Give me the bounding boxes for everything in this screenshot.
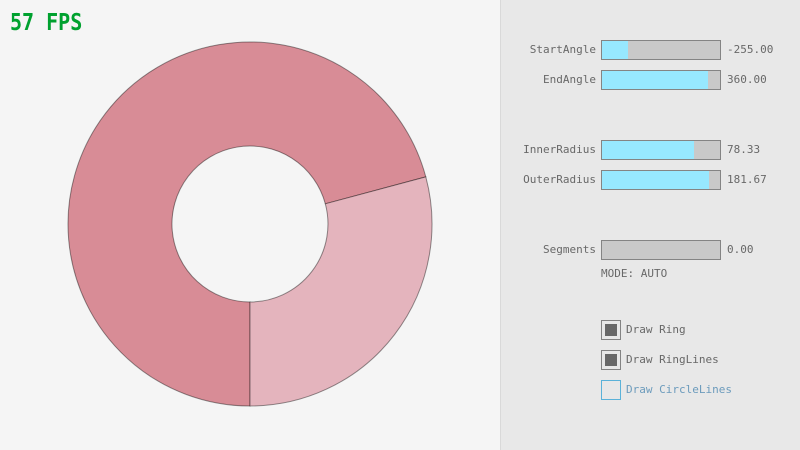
segments-label: Segments bbox=[543, 243, 596, 256]
segments-value: 0.00 bbox=[727, 243, 754, 256]
draw-circlelines-checkbox[interactable] bbox=[601, 380, 621, 400]
inner-radius-label: InnerRadius bbox=[523, 143, 596, 156]
segments-slider[interactable] bbox=[601, 240, 721, 260]
outer-radius-slider[interactable] bbox=[601, 170, 721, 190]
controls-panel: StartAngle -255.00 EndAngle 360.00 Inner… bbox=[500, 0, 800, 450]
ring-overlap-sector bbox=[67, 41, 427, 407]
ring-single-sector bbox=[249, 176, 433, 407]
draw-ring-checkbox[interactable] bbox=[601, 320, 621, 340]
start-angle-label: StartAngle bbox=[529, 43, 596, 56]
fps-counter: 57 FPS bbox=[10, 8, 83, 36]
draw-ringlines-label: Draw RingLines bbox=[626, 353, 719, 366]
draw-circlelines-label: Draw CircleLines bbox=[626, 383, 732, 396]
start-angle-slider[interactable] bbox=[601, 40, 721, 60]
outer-radius-slider-fill bbox=[602, 171, 710, 189]
slider-row-outer-radius: OuterRadius 181.67 bbox=[501, 170, 800, 190]
end-angle-slider[interactable] bbox=[601, 70, 721, 90]
outer-radius-label: OuterRadius bbox=[523, 173, 596, 186]
ring-graphic bbox=[67, 41, 433, 407]
start-angle-slider-fill bbox=[602, 41, 628, 59]
ring-canvas: 57 FPS bbox=[10, 8, 433, 407]
end-angle-value: 360.00 bbox=[727, 73, 767, 86]
draw-ring-label: Draw Ring bbox=[626, 323, 686, 336]
inner-radius-slider[interactable] bbox=[601, 140, 721, 160]
checkbox-row-draw-ringlines: Draw RingLines bbox=[501, 350, 800, 370]
start-angle-value: -255.00 bbox=[727, 43, 774, 56]
end-angle-label: EndAngle bbox=[543, 73, 596, 86]
inner-radius-slider-fill bbox=[602, 141, 695, 159]
checkbox-row-draw-circlelines: Draw CircleLines bbox=[501, 380, 800, 400]
slider-row-inner-radius: InnerRadius 78.33 bbox=[501, 140, 800, 160]
segments-mode-text: MODE: AUTO bbox=[601, 267, 668, 280]
slider-row-start-angle: StartAngle -255.00 bbox=[501, 40, 800, 60]
draw-ringlines-checkbox[interactable] bbox=[601, 350, 621, 370]
checkbox-row-draw-ring: Draw Ring bbox=[501, 320, 800, 340]
end-angle-slider-fill bbox=[602, 71, 709, 89]
outer-radius-value: 181.67 bbox=[727, 173, 767, 186]
inner-radius-value: 78.33 bbox=[727, 143, 761, 156]
slider-row-segments: Segments 0.00 bbox=[501, 240, 800, 260]
slider-row-end-angle: EndAngle 360.00 bbox=[501, 70, 800, 90]
